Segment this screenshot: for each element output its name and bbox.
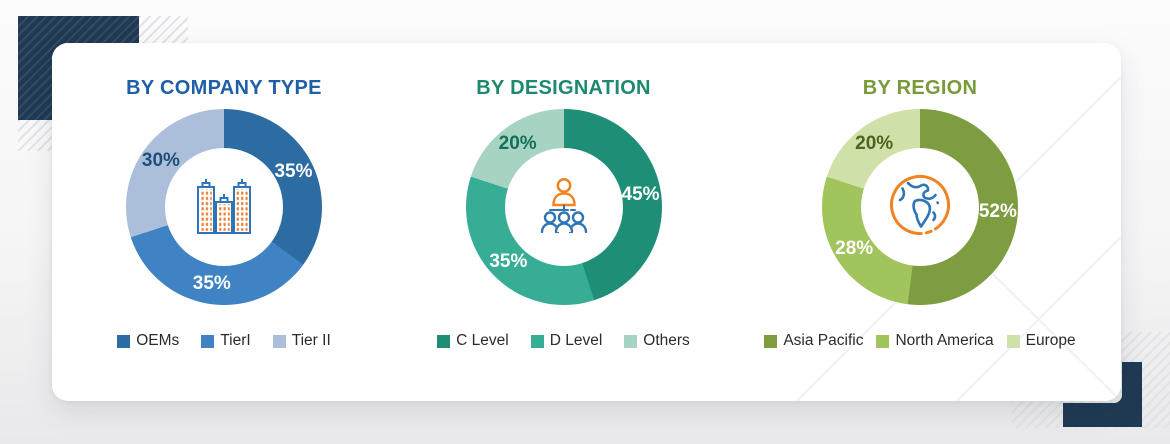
donut-chart-designation: 45% 35% 20% [465,109,662,305]
chart-company-type: BY COMPANY TYPE [53,43,395,401]
donut-hole [504,148,623,266]
legend-item: Tier II [272,332,331,350]
legend-label: D Level [549,332,603,349]
legend-swatch [1006,334,1020,348]
slice-label: 20% [498,132,537,154]
chart-title: BY COMPANY TYPE [126,77,322,99]
legend: C Level D Level Others [392,332,735,350]
infographic-card: BY COMPANY TYPE [52,43,1121,401]
slice-label: 30% [141,150,180,172]
chart-title: BY DESIGNATION [476,77,651,99]
donut-chart-company-type: 35% 35% 30% [126,109,322,305]
legend-label: Tier II [291,332,331,349]
legend-item: OEMs [117,332,179,350]
org-chart-icon [535,176,593,239]
legend-item: Asia Pacific [764,332,863,350]
hatch-decoration [18,120,52,151]
chart-title: BY REGION [862,77,978,99]
slice-label: 28% [835,237,874,259]
globe-icon [888,173,952,242]
buildings-icon [196,175,252,240]
legend-label: OEMs [136,332,180,349]
legend-item: Europe [1006,332,1076,350]
chart-designation: BY DESIGNATION [392,43,735,401]
slice-label: 52% [978,200,1017,222]
legend-item: Others [624,332,690,350]
legend-item: D Level [530,332,603,350]
slice-label: 35% [192,273,231,295]
slice-label: 35% [274,160,313,182]
slice-label: 45% [621,183,660,205]
legend-label: Others [643,332,690,349]
legend-item: TierI [201,332,251,350]
donut-hole [165,148,283,266]
legend-swatch [624,334,638,348]
legend-swatch [530,334,544,348]
legend-item: C Level [437,332,509,350]
donut-chart-region: 52% 28% 20% [822,109,1018,305]
slice-label: 35% [489,251,528,273]
legend-label: Europe [1025,332,1076,349]
legend-label: C Level [456,332,509,349]
donut-hole [861,148,979,266]
slice-label: 20% [855,132,894,154]
legend-label: North America [895,332,994,349]
chart-region: BY REGION 52% 28% 20% [748,43,1092,401]
legend-swatch [876,334,890,348]
legend-swatch [764,334,778,348]
legend-swatch [201,334,215,348]
legend-swatch [117,334,131,348]
legend-label: Asia Pacific [783,332,864,349]
hatch-decoration [139,16,188,43]
legend-item: North America [876,332,994,350]
legend-label: TierI [220,332,251,349]
legend-swatch [437,334,451,348]
legend-swatch [272,334,286,348]
legend: OEMs TierI Tier II [53,332,395,350]
legend: Asia Pacific North America Europe [748,332,1092,350]
